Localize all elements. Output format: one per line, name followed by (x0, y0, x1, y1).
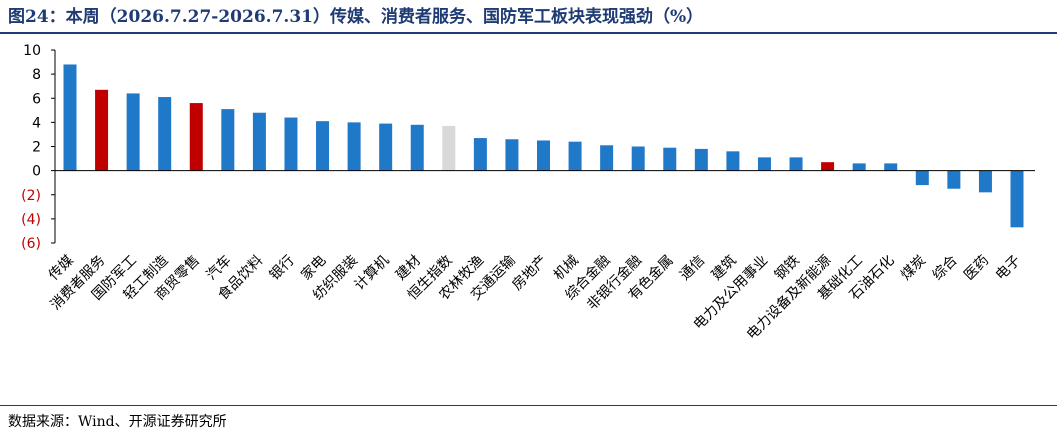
y-tick-label: (6) (21, 236, 41, 252)
bar (600, 145, 614, 171)
bar (505, 139, 519, 171)
bars (63, 64, 1024, 228)
y-tick-label: 0 (32, 164, 41, 180)
bar (95, 89, 109, 171)
y-tick-label: 8 (32, 67, 41, 83)
bar (947, 170, 961, 189)
x-tick-label: 医药 (961, 253, 992, 284)
y-tick-label: (2) (21, 188, 41, 204)
bar (663, 147, 677, 171)
bar (442, 125, 456, 171)
bar (631, 146, 645, 171)
bar (316, 121, 330, 171)
x-tick-label: 通信 (677, 253, 708, 284)
bar (537, 140, 550, 171)
bar (284, 117, 298, 171)
x-tick-label: 银行 (267, 253, 298, 284)
bar (757, 157, 771, 171)
bar (347, 122, 361, 171)
title-divider (0, 32, 1057, 34)
bar (410, 124, 424, 171)
y-tick-label: 4 (32, 115, 41, 131)
bar (158, 97, 172, 171)
y-tick-label: 6 (32, 91, 41, 107)
bar (789, 157, 803, 171)
y-axis: 10 8 6 4 2 0 (2) (4) (6) (21, 43, 56, 252)
bar (126, 93, 140, 171)
x-tick-label: 房地产 (509, 253, 550, 294)
bar (1010, 170, 1024, 228)
bar (473, 138, 487, 171)
bar (379, 123, 393, 171)
bar (189, 103, 203, 171)
bar (915, 170, 929, 186)
x-tick-label: 煤炭 (898, 253, 929, 284)
bar (221, 109, 235, 171)
chart-title: 图24：本周（2026.7.27-2026.7.31）传媒、消费者服务、国防军工… (8, 7, 704, 27)
source-note: 数据来源：Wind、开源证券研究所 (8, 414, 227, 430)
bar (821, 162, 835, 171)
bar (63, 64, 77, 171)
bar (726, 151, 740, 171)
x-tick-label: 计算机 (351, 253, 392, 294)
y-tick-label: (4) (21, 212, 41, 228)
bar (568, 141, 582, 171)
bar (694, 148, 708, 171)
source-divider (0, 405, 1057, 406)
y-tick-label: 2 (32, 140, 41, 156)
y-tick-label: 10 (23, 43, 41, 59)
x-tick-label: 电子 (993, 253, 1024, 284)
bar (252, 112, 266, 171)
bar (852, 163, 866, 171)
bar (978, 170, 992, 193)
bar (884, 163, 898, 171)
x-tick-label: 综合 (930, 253, 961, 284)
